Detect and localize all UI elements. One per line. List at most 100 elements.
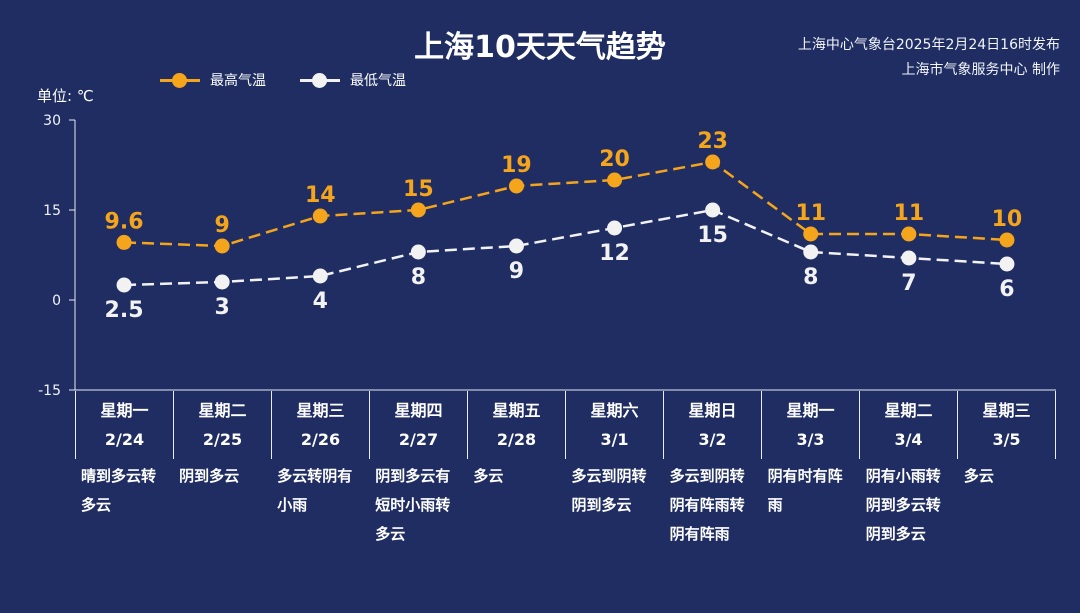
data-point-low: [607, 220, 623, 236]
day-cell: 星期一 3/3: [762, 391, 860, 459]
weather-description: 阴有时有阵雨: [767, 467, 843, 514]
day-date: 3/1: [600, 430, 629, 449]
day-cell: 星期三 3/5: [958, 391, 1056, 459]
chart-legend: 最高气温 最低气温: [160, 70, 406, 90]
issuer-line-1: 上海中心气象台2025年2月24日16时发布: [797, 37, 1060, 53]
data-point-low: [116, 277, 132, 293]
weather-description: 多云转阴有小雨: [277, 467, 353, 514]
day-date: 2/24: [104, 430, 145, 449]
data-point-low: [312, 268, 328, 284]
y-tick-label: 15: [43, 203, 61, 219]
data-point-low: [705, 202, 721, 218]
legend-low-label: 最低气温: [350, 73, 406, 89]
day-cell: 星期五 2/28: [468, 391, 566, 459]
data-point-high: [508, 178, 524, 194]
day-date: 2/26: [300, 430, 341, 449]
data-label-high: 23: [697, 129, 728, 154]
weather-description: 多云: [473, 467, 504, 485]
weather-description: 多云: [963, 467, 994, 485]
data-label-high: 20: [599, 147, 630, 172]
day-weekday: 星期三: [982, 401, 1031, 420]
weather-description: 多云到阴转阴到多云: [571, 467, 647, 514]
series-line-low: [124, 208, 1008, 287]
day-cell: 星期三 2/26: [272, 391, 370, 459]
data-label-low: 15: [697, 223, 728, 248]
day-date: 3/3: [796, 430, 825, 449]
data-point-high: [901, 226, 917, 242]
data-label-low: 4: [313, 289, 328, 314]
legend-high-marker: [160, 72, 200, 88]
day-weekday: 星期一: [786, 401, 835, 420]
data-label-high: 14: [305, 183, 336, 208]
weather-description: 多云到阴转阴有阵雨转阴有阵雨: [669, 467, 745, 543]
data-point-high: [410, 202, 426, 218]
day-weekday: 星期日: [688, 401, 737, 420]
data-label-high: 9.6: [105, 209, 144, 234]
data-label-low: 6: [999, 277, 1014, 302]
day-cell: 星期二 3/4: [860, 391, 958, 459]
weather-row: 晴到多云转多云 阴到多云 多云转阴有小雨 阴到多云有短时小雨转多云 多云 多云到…: [75, 462, 1056, 549]
data-label-high: 10: [992, 207, 1023, 232]
day-cell: 星期二 2/25: [174, 391, 272, 459]
day-cell: 星期一 2/24: [75, 391, 174, 459]
y-tick-label: 0: [52, 293, 61, 309]
data-point-high: [705, 154, 721, 170]
data-label-high: 11: [795, 201, 826, 226]
legend-low: 最低气温: [300, 70, 406, 90]
data-label-high: 11: [894, 201, 925, 226]
day-cell: 星期四 2/27: [370, 391, 468, 459]
data-point-low: [214, 274, 230, 290]
issuer-info: 上海中心气象台2025年2月24日16时发布 上海市气象服务中心 制作: [798, 33, 1060, 83]
data-point-high: [999, 232, 1015, 248]
day-weekday: 星期一: [100, 401, 149, 420]
day-cell: 星期日 3/2: [664, 391, 762, 459]
data-point-low: [803, 244, 819, 260]
data-point-high: [214, 238, 230, 254]
day-date: 2/28: [496, 430, 537, 449]
legend-high: 最高气温: [160, 70, 266, 90]
data-label-low: 3: [214, 295, 229, 320]
day-date: 3/4: [894, 430, 923, 449]
day-weekday: 星期五: [492, 401, 541, 420]
day-weekday: 星期四: [394, 401, 443, 420]
day-weekday: 星期二: [198, 401, 247, 420]
series-line-high: [124, 160, 1008, 248]
data-point-high: [607, 172, 623, 188]
day-date: 3/2: [698, 430, 727, 449]
legend-high-label: 最高气温: [210, 73, 266, 89]
weather-description: 阴有小雨转阴到多云转阴到多云: [865, 467, 941, 543]
data-label-low: 8: [411, 265, 426, 290]
data-label-low: 9: [509, 259, 524, 284]
weather-description: 阴到多云: [179, 467, 240, 485]
data-point-low: [999, 256, 1015, 272]
day-date: 2/27: [398, 430, 439, 449]
y-tick-label: -15: [38, 383, 61, 399]
day-weekday: 星期三: [296, 401, 345, 420]
weather-description: 晴到多云转多云: [81, 467, 157, 514]
day-weekday: 星期六: [590, 401, 639, 420]
data-label-low: 8: [803, 265, 818, 290]
data-label-low: 12: [599, 241, 630, 266]
weather-description: 阴到多云有短时小雨转多云: [375, 467, 451, 543]
data-point-low: [901, 250, 917, 266]
data-point-high: [116, 234, 132, 250]
y-tick-label: 30: [43, 113, 61, 129]
data-point-low: [410, 244, 426, 260]
y-axis-unit: 单位: ℃: [37, 87, 94, 105]
legend-low-marker: [300, 72, 340, 88]
data-label-high: 19: [501, 153, 532, 178]
data-label-high: 15: [403, 177, 434, 202]
data-point-high: [312, 208, 328, 224]
day-header-row: 星期一 2/24 星期二 2/25 星期三 2/26 星期四 2/27 星期五 2/28 …: [75, 391, 1056, 459]
chart-title: 上海10天天气趋势: [414, 30, 666, 65]
data-label-low: 2.5: [105, 298, 144, 323]
issuer-line-2: 上海市气象服务中心 制作: [901, 62, 1060, 78]
data-point-high: [803, 226, 819, 242]
data-label-high: 9: [214, 213, 229, 238]
data-label-low: 7: [901, 271, 916, 296]
day-date: 2/25: [202, 430, 243, 449]
data-point-low: [508, 238, 524, 254]
day-date: 3/5: [992, 430, 1021, 449]
day-weekday: 星期二: [884, 401, 933, 420]
